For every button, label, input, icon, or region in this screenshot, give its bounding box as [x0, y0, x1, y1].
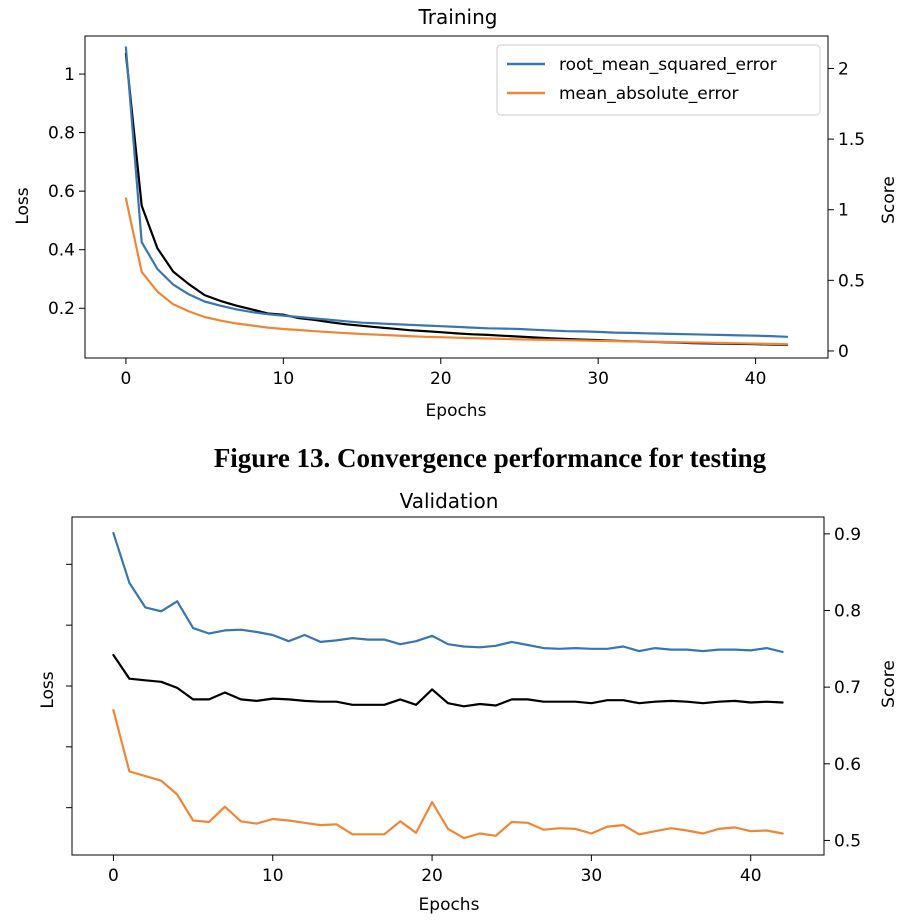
training-y2-tick-label: 1.5	[838, 130, 865, 150]
training-y2-tick-label: 0.5	[838, 271, 865, 291]
training-rmse-line	[124, 46, 789, 338]
validation-chart: Validation 0 10 20 30 40 0.5 0.6 0.7 0.8 0.9 Epoc…	[38, 489, 899, 915]
validation-x-tick-label: 10	[262, 866, 284, 886]
validation-rmse-line	[112, 531, 784, 654]
training-y2-tick-label: 2	[838, 59, 849, 79]
legend-rmse-label: root_mean_squared_error	[559, 55, 777, 75]
validation-y2-tick-label: 0.5	[834, 831, 861, 851]
validation-chart-marks: 0 10 20 30 40 0.5 0.6 0.7 0.8 0.9	[66, 525, 861, 886]
validation-chart-title: Validation	[400, 489, 499, 513]
validation-y2-tick-label: 0.8	[834, 602, 861, 622]
validation-y2-tick-label: 0.7	[834, 678, 861, 698]
training-chart-title: Training	[418, 5, 498, 29]
training-y-tick-label: 1	[64, 65, 75, 85]
training-y-tick-label: 0.6	[48, 182, 75, 202]
validation-loss-line	[112, 653, 784, 708]
validation-mae-line	[112, 708, 784, 840]
training-x-tick-label: 40	[745, 369, 767, 389]
training-x-tick-label: 10	[273, 369, 295, 389]
training-y2-axis-label: Score	[879, 176, 899, 224]
validation-x-axis-label: Epochs	[419, 895, 480, 915]
training-plot-frame	[84, 35, 829, 359]
training-y-axis-label: Loss	[13, 187, 33, 224]
training-y-tick-label: 0.8	[48, 124, 75, 144]
validation-y2-tick-label: 0.9	[834, 525, 861, 545]
training-x-tick-label: 0	[121, 369, 132, 389]
validation-plot-frame	[71, 516, 825, 856]
training-legend: root_mean_squared_error mean_absolute_er…	[496, 44, 821, 116]
validation-y2-axis-label: Score	[879, 660, 899, 708]
validation-x-tick-label: 0	[108, 866, 119, 886]
legend-mae-label: mean_absolute_error	[559, 84, 738, 104]
training-chart: Training 0 10 20 30 400.20.40.60.8100.511.52…	[13, 5, 899, 421]
legend-box	[496, 44, 821, 116]
training-y2-tick-label: 0	[838, 342, 849, 362]
training-y2-tick-label: 1	[838, 201, 849, 221]
validation-y-axis-label: Loss	[38, 671, 58, 708]
training-y-tick-label: 0.2	[48, 299, 75, 319]
figure-caption: Figure 13. Convergence performance for t…	[214, 443, 767, 473]
validation-x-tick-label: 30	[581, 866, 603, 886]
validation-x-tick-label: 20	[421, 866, 443, 886]
training-x-tick-label: 30	[587, 369, 609, 389]
training-x-tick-label: 20	[430, 369, 452, 389]
training-y-tick-label: 0.4	[48, 241, 75, 261]
training-mae-line	[124, 197, 789, 346]
validation-y2-tick-label: 0.6	[834, 755, 861, 775]
validation-x-tick-label: 40	[740, 866, 762, 886]
training-x-axis-label: Epochs	[426, 401, 487, 421]
